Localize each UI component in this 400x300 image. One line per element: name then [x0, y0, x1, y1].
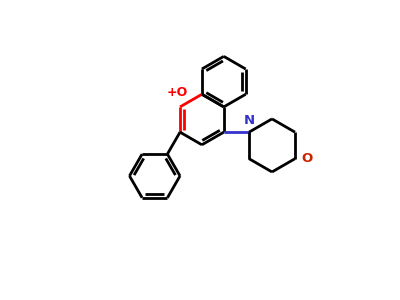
Text: +O: +O	[166, 86, 188, 100]
Text: O: O	[302, 152, 313, 165]
Text: N: N	[244, 114, 255, 127]
